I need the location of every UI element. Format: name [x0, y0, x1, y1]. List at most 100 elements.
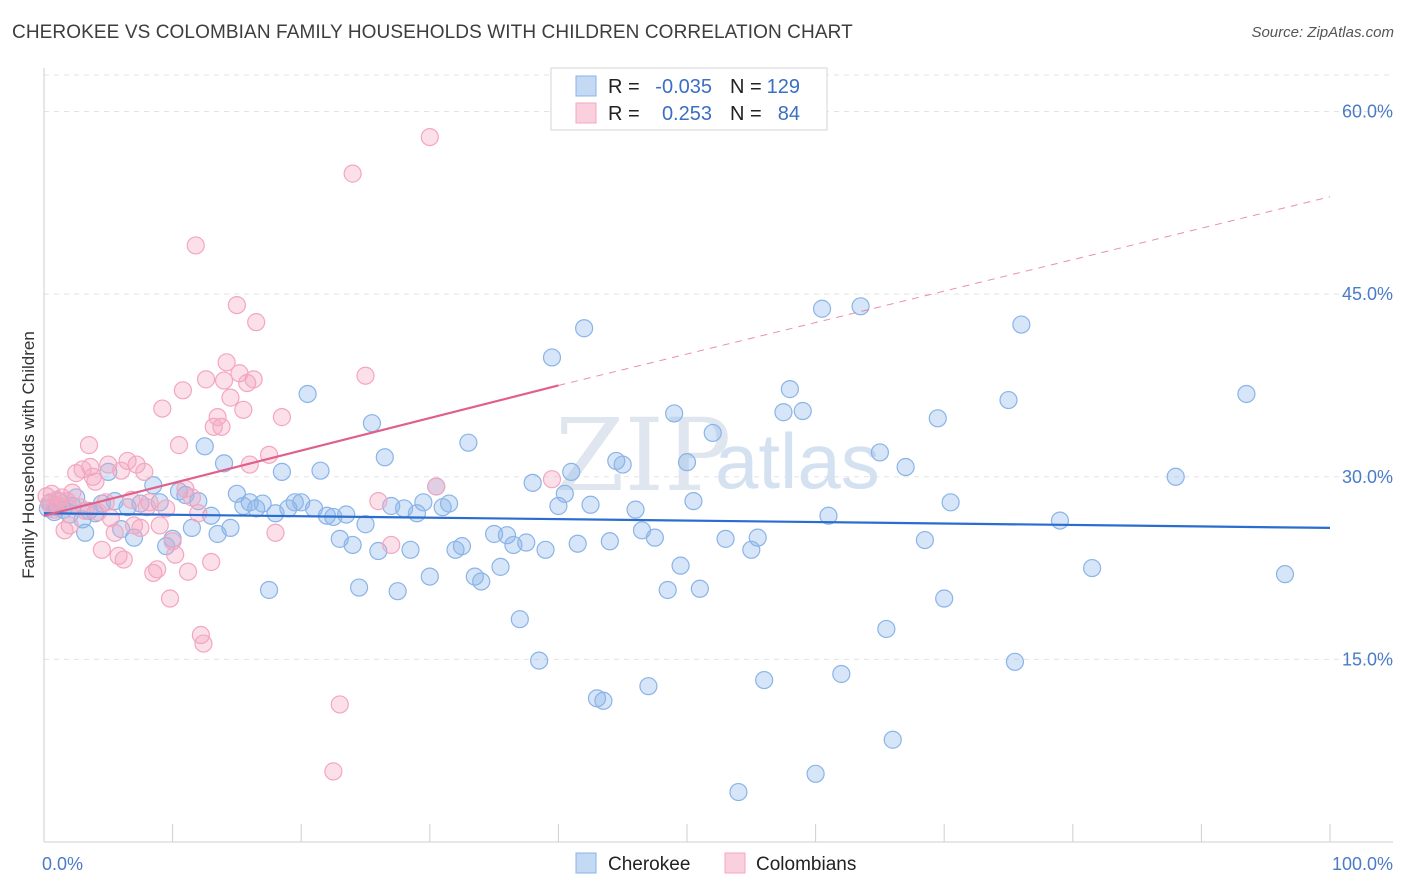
data-point	[523, 473, 542, 492]
data-point	[105, 523, 124, 542]
data-point	[247, 313, 266, 332]
bottom-swatch-cherokee	[575, 852, 597, 874]
data-point	[1082, 558, 1102, 578]
data-point	[63, 483, 82, 502]
data-point	[244, 370, 263, 389]
data-point	[542, 348, 562, 367]
data-point	[186, 236, 205, 255]
y-tick-labels: 15.0% 30.0% 45.0% 60.0%	[1342, 102, 1393, 670]
data-point	[497, 526, 517, 545]
data-point	[716, 529, 735, 548]
watermark-zip: ZIP	[555, 397, 731, 514]
data-point	[166, 545, 185, 564]
legend-n-value-colombians: 84	[778, 103, 800, 125]
data-point	[806, 764, 825, 783]
data-point	[677, 453, 697, 472]
data-point	[79, 436, 99, 455]
data-point	[135, 462, 154, 481]
data-point	[472, 572, 491, 591]
y-tick-label: 60.0%	[1342, 102, 1393, 122]
data-point	[140, 493, 159, 512]
data-point	[150, 516, 169, 535]
data-point	[935, 589, 954, 608]
data-point	[324, 762, 343, 781]
data-point	[208, 408, 227, 427]
data-point	[234, 400, 253, 419]
data-point	[196, 370, 216, 389]
data-point	[285, 493, 304, 512]
data-point	[748, 528, 767, 547]
data-point	[870, 443, 890, 462]
data-point	[227, 296, 246, 315]
data-point	[259, 580, 279, 600]
data-point	[148, 560, 167, 579]
trend-line-colombians	[43, 384, 559, 517]
x-tick-labels: 0.0% 100.0%	[42, 854, 1393, 874]
colombian-points	[37, 127, 562, 781]
data-point	[163, 532, 182, 551]
data-point	[83, 467, 102, 486]
data-point	[491, 557, 510, 576]
data-point	[427, 477, 446, 496]
data-point	[214, 454, 234, 473]
watermark: ZIP atlas	[555, 397, 880, 514]
data-point	[517, 533, 536, 552]
data-point	[1237, 384, 1256, 404]
data-point	[272, 462, 292, 481]
data-point	[311, 461, 330, 480]
bottom-swatch-colombians	[724, 852, 746, 874]
data-point	[941, 493, 960, 512]
data-point	[671, 556, 690, 575]
bottom-legend-colombians: Colombians	[756, 854, 856, 875]
data-point	[690, 579, 709, 598]
data-point	[182, 488, 201, 507]
data-point	[221, 518, 240, 537]
data-point	[349, 578, 369, 597]
data-point	[253, 494, 272, 513]
data-point	[55, 521, 74, 540]
data-point	[658, 580, 677, 600]
data-point	[356, 515, 375, 534]
y-tick-label: 30.0%	[1342, 467, 1393, 487]
data-point	[915, 530, 935, 550]
data-point	[877, 619, 896, 639]
data-point	[459, 433, 478, 452]
data-point	[780, 380, 799, 399]
data-point	[581, 495, 600, 514]
legend-swatch-cherokee	[575, 75, 597, 97]
data-point	[195, 437, 214, 456]
data-point	[600, 532, 619, 551]
data-point	[189, 504, 208, 523]
y-tick-label: 15.0%	[1342, 649, 1393, 669]
data-point	[1275, 565, 1295, 584]
data-point	[530, 651, 549, 670]
data-point	[194, 634, 213, 653]
data-point	[401, 540, 420, 559]
data-point	[555, 484, 574, 503]
data-point	[92, 540, 111, 559]
data-point	[178, 562, 198, 581]
data-point	[896, 457, 915, 477]
data-point	[362, 414, 382, 433]
trend-line-cherokee	[43, 512, 1331, 529]
data-point	[793, 401, 812, 421]
data-point	[153, 399, 172, 418]
data-point	[439, 494, 459, 513]
x-tick-label-min: 0.0%	[42, 854, 83, 874]
data-point	[60, 516, 79, 535]
data-point	[851, 297, 870, 316]
data-point	[112, 461, 131, 480]
data-point	[114, 550, 133, 569]
data-point	[645, 528, 664, 547]
data-point	[420, 567, 439, 586]
legend-swatch-colombians	[575, 102, 597, 124]
watermark-atlas: atlas	[715, 417, 880, 505]
data-point	[420, 127, 439, 147]
y-tick-label: 45.0%	[1342, 284, 1393, 304]
data-point	[510, 610, 529, 629]
data-point	[375, 448, 394, 467]
bottom-legend-cherokee: Cherokee	[608, 854, 690, 875]
legend-n-value-cherokee: 129	[767, 76, 800, 98]
trend-line-colombians-extension	[558, 196, 1331, 386]
source-label: Source: ZipAtlas.com	[1251, 24, 1394, 41]
